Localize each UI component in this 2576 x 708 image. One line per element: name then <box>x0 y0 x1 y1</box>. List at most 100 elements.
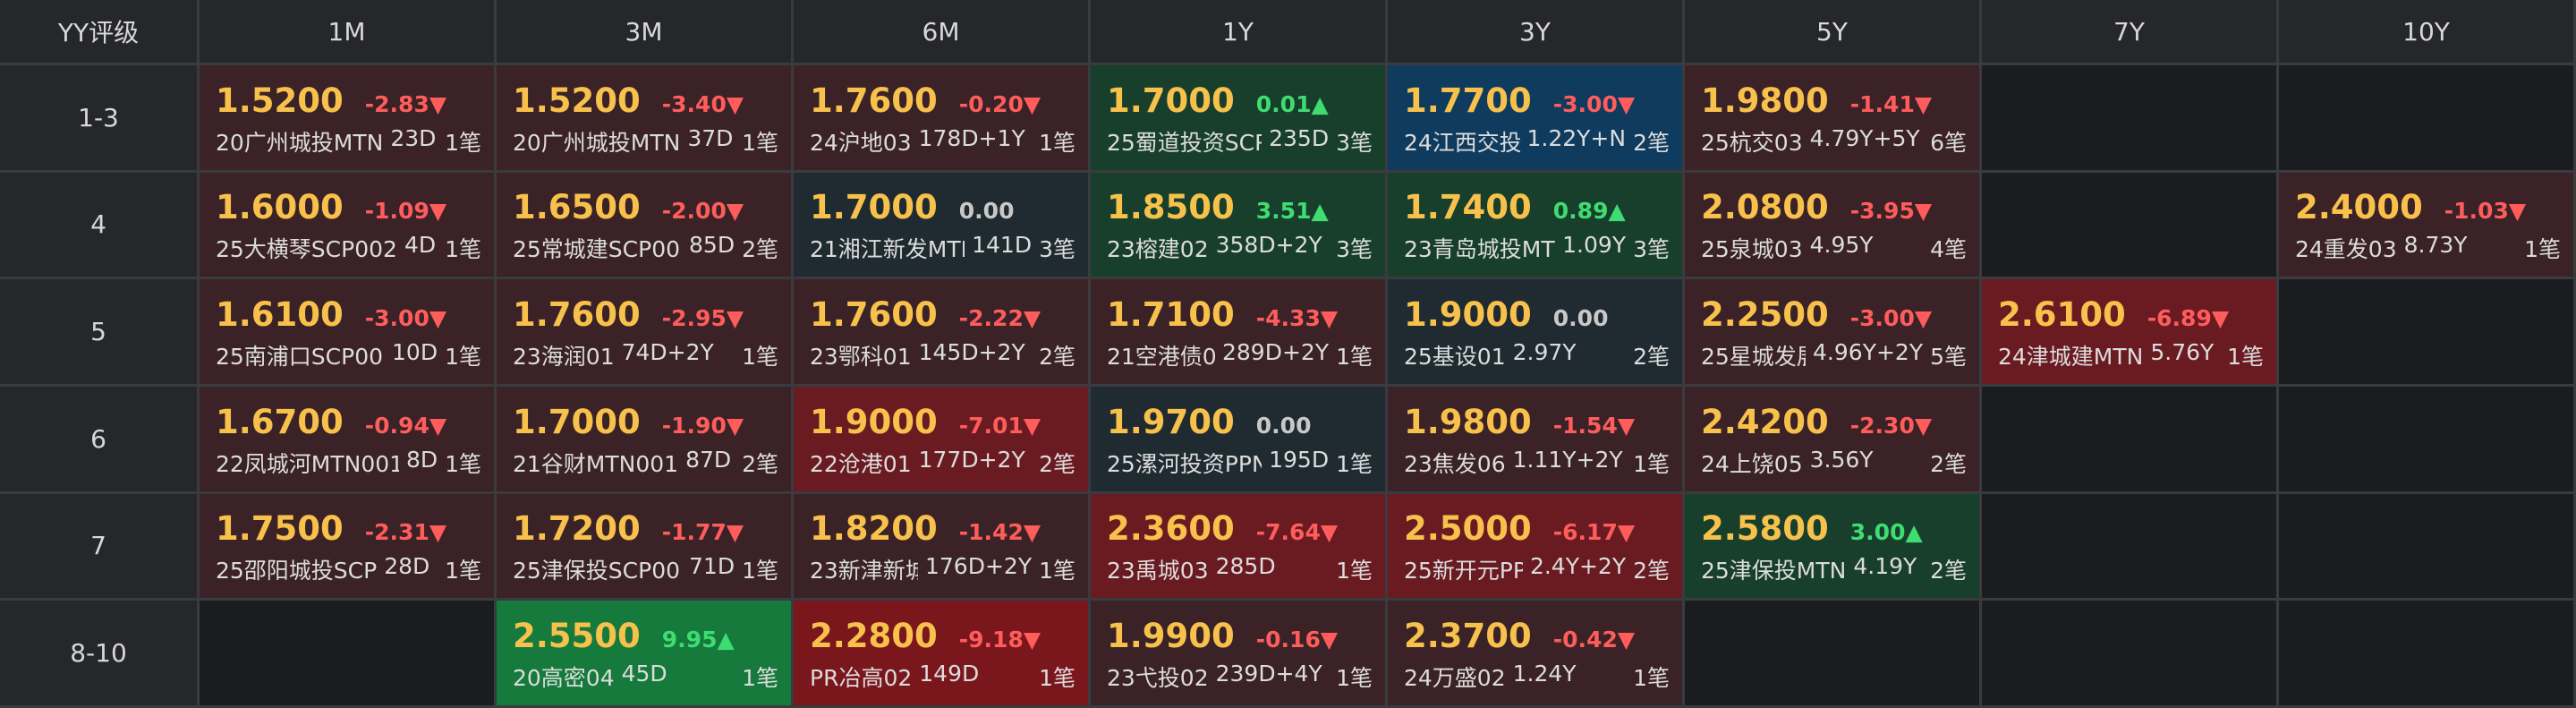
quote-top: 1.9800 -1.41▼ <box>1701 81 1967 120</box>
row-label: 5 <box>0 279 197 384</box>
column-header: 7Y <box>1982 0 2276 63</box>
trade-count: 1笔 <box>2524 236 2561 263</box>
trade-count: 1笔 <box>445 450 481 477</box>
quote-cell: 2.2800 -9.18▼ PR冶高02 149D 1笔 <box>794 601 1088 705</box>
change: -3.00▼ <box>364 305 447 332</box>
yield: 1.8500 <box>1107 188 1235 227</box>
yield: 1.9800 <box>1701 81 1829 120</box>
bond-name: 23禹城03 <box>1107 558 1209 584</box>
quote-top: 2.5000 -6.17▼ <box>1404 509 1670 548</box>
bond-name: 22沧港01 <box>810 450 912 477</box>
quote-top: 1.7200 -1.77▼ <box>513 509 778 548</box>
term: 149D <box>919 661 980 687</box>
bond-name: 25星城发展 <box>1701 344 1806 371</box>
quote-top: 1.6700 -0.94▼ <box>216 403 481 441</box>
change: -6.17▼ <box>1552 519 1636 546</box>
quote-bottom: 22凤城河MTN001 8D 1笔 <box>216 447 481 479</box>
yield: 1.7600 <box>513 295 641 335</box>
bond-name: 25南浦口SCP001 <box>216 344 386 371</box>
quote-top: 1.7000 -1.90▼ <box>513 403 778 441</box>
term: 10D <box>392 339 438 366</box>
yield: 2.4200 <box>1701 402 1829 441</box>
term: 1.24Y <box>1512 661 1577 687</box>
quote-top: 2.5500 9.95▲ <box>513 617 778 655</box>
change: 9.95▲ <box>661 627 735 653</box>
quote-cell: 2.5500 9.95▲ 20高密04 45D 1笔 <box>497 601 791 705</box>
quote-bottom: 24万盛02 1.24Y 1笔 <box>1404 661 1670 693</box>
trade-count: 3笔 <box>1336 236 1373 263</box>
bond-name: 23青岛城投MTN <box>1404 236 1556 263</box>
quote-cell: 1.5200 -2.83▼ 20广州城投MTN 23D 1笔 <box>200 65 494 170</box>
quote-cell: 1.7000 0.01▲ 25蜀道投资SCP 235D 3笔 <box>1091 65 1385 170</box>
yield: 1.6500 <box>513 188 641 227</box>
yield: 1.6100 <box>216 295 344 335</box>
quote-top: 1.9900 -0.16▼ <box>1107 617 1373 655</box>
change: -3.00▼ <box>1849 305 1933 332</box>
yield: 2.3700 <box>1404 617 1532 656</box>
trade-count: 1笔 <box>1039 129 1075 156</box>
trade-count: 1笔 <box>445 558 481 584</box>
bond-name: 25大横琴SCP002 <box>216 236 397 263</box>
trade-count: 1笔 <box>1336 450 1373 477</box>
change: -3.40▼ <box>661 90 744 117</box>
yield: 1.7400 <box>1404 188 1532 227</box>
quote-cell: 1.9700 0.00 25漯河投资PPN 195D 1笔 <box>1091 386 1385 491</box>
quote-bottom: 24江西交投 1.22Y+N 2笔 <box>1404 125 1670 158</box>
yield: 1.6000 <box>216 188 344 227</box>
trade-count: 4笔 <box>1930 236 1967 263</box>
yield: 2.6100 <box>1998 295 2126 335</box>
bond-name: 25蜀道投资SCP <box>1107 129 1262 156</box>
quote-cell: 1.7500 -2.31▼ 25邵阳城投SCP 28D 1笔 <box>200 493 494 599</box>
trade-count: 1笔 <box>1633 665 1670 692</box>
term: 8.73Y <box>2403 232 2468 259</box>
quote-bottom: 23焦发06 1.11Y+2Y 1笔 <box>1404 447 1670 479</box>
change: -0.94▼ <box>364 412 447 439</box>
change: -1.77▼ <box>661 519 744 546</box>
yield: 1.9800 <box>1404 402 1532 441</box>
bond-name: 24上饶05 <box>1701 450 1803 477</box>
change: -2.22▼ <box>958 305 1041 332</box>
yield: 1.7100 <box>1107 295 1235 335</box>
quote-cell: 2.6100 -6.89▼ 24津城建MTN 5.76Y 1笔 <box>1982 279 2276 384</box>
empty-cell <box>1982 386 2276 491</box>
column-header: 3Y <box>1388 0 1682 63</box>
quote-cell: 2.4200 -2.30▼ 24上饶05 3.56Y 2笔 <box>1685 386 1979 491</box>
quote-bottom: 24上饶05 3.56Y 2笔 <box>1701 447 1967 479</box>
quote-bottom: 23禹城03 285D 1笔 <box>1107 553 1373 585</box>
quote-cell: 1.6000 -1.09▼ 25大横琴SCP002 4D 1笔 <box>200 172 494 277</box>
term: 37D <box>687 124 734 151</box>
empty-cell <box>1982 172 2276 277</box>
term: 2.4Y+2Y <box>1529 553 1627 580</box>
change: 0.89▲ <box>1552 198 1626 225</box>
bond-name: 24万盛02 <box>1404 665 1506 692</box>
change: -2.30▼ <box>1849 412 1933 439</box>
yield: 2.2500 <box>1701 295 1829 335</box>
quote-bottom: 25基设01 2.97Y 2笔 <box>1404 339 1670 371</box>
quote-cell: 1.7600 -2.22▼ 23鄂科01 145D+2Y 2笔 <box>794 279 1088 384</box>
trade-count: 1笔 <box>445 129 481 156</box>
quote-bottom: 23榕建02 358D+2Y 3笔 <box>1107 232 1373 264</box>
quote-cell: 1.6700 -0.94▼ 22凤城河MTN001 8D 1笔 <box>200 386 494 491</box>
quote-cell: 1.9800 -1.41▼ 25杭交03 4.79Y+5Y 6笔 <box>1685 65 1979 170</box>
quote-top: 1.7600 -2.95▼ <box>513 295 778 334</box>
yield: 1.7200 <box>513 509 641 549</box>
quote-bottom: PR冶高02 149D 1笔 <box>810 661 1075 693</box>
change: -3.00▼ <box>1552 90 1636 117</box>
quote-cell: 1.5200 -3.40▼ 20广州城投MTN 37D 1笔 <box>497 65 791 170</box>
empty-cell <box>2279 279 2573 384</box>
quote-top: 1.7000 0.01▲ <box>1107 81 1373 120</box>
term: 1.09Y <box>1562 232 1627 259</box>
change: -2.00▼ <box>661 198 744 225</box>
term: 289D+2Y <box>1222 339 1330 366</box>
yield: 1.7000 <box>810 188 938 227</box>
term: 235D <box>1269 124 1330 151</box>
yield: 2.4000 <box>2295 188 2423 227</box>
quote-cell: 1.9000 0.00 25基设01 2.97Y 2笔 <box>1388 279 1682 384</box>
term: 145D+2Y <box>918 339 1025 366</box>
quote-cell: 1.9000 -7.01▼ 22沧港01 177D+2Y 2笔 <box>794 386 1088 491</box>
change: 3.00▲ <box>1849 519 1923 546</box>
bond-name: 25津保投MTN <box>1701 558 1847 584</box>
trade-count: 1笔 <box>1633 450 1670 477</box>
quote-top: 1.7600 -0.20▼ <box>810 81 1075 120</box>
